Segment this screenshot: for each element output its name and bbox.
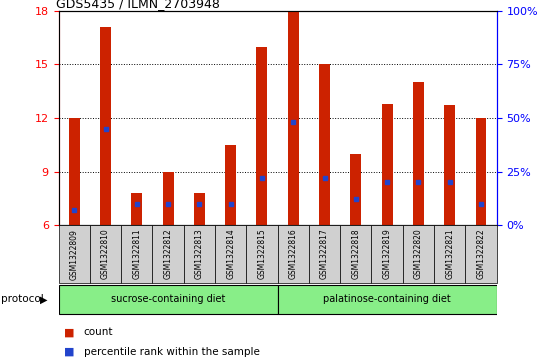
Bar — [162, 171, 174, 225]
FancyBboxPatch shape — [184, 225, 215, 283]
FancyBboxPatch shape — [403, 225, 434, 283]
Text: ■: ■ — [64, 347, 75, 357]
Text: GSM1322814: GSM1322814 — [226, 229, 235, 280]
Bar — [288, 11, 299, 225]
FancyBboxPatch shape — [121, 225, 152, 283]
Text: GSM1322821: GSM1322821 — [445, 229, 454, 280]
Bar — [257, 46, 267, 225]
Text: GSM1322811: GSM1322811 — [132, 229, 141, 280]
Text: GSM1322812: GSM1322812 — [163, 229, 172, 280]
Text: count: count — [84, 327, 113, 337]
Bar — [69, 118, 80, 225]
FancyBboxPatch shape — [59, 225, 90, 283]
Text: sucrose-containing diet: sucrose-containing diet — [111, 294, 225, 305]
FancyBboxPatch shape — [152, 225, 184, 283]
Bar — [100, 27, 111, 225]
FancyBboxPatch shape — [434, 225, 465, 283]
FancyBboxPatch shape — [372, 225, 403, 283]
FancyBboxPatch shape — [277, 225, 309, 283]
Bar — [194, 193, 205, 225]
Text: palatinose-containing diet: palatinose-containing diet — [323, 294, 451, 305]
Text: ▶: ▶ — [40, 294, 47, 305]
Text: GSM1322819: GSM1322819 — [383, 229, 392, 280]
Text: GSM1322809: GSM1322809 — [70, 229, 79, 280]
Text: GSM1322816: GSM1322816 — [288, 229, 298, 280]
Text: GSM1322820: GSM1322820 — [414, 229, 423, 280]
Bar — [382, 104, 393, 225]
Text: GSM1322810: GSM1322810 — [101, 229, 110, 280]
FancyBboxPatch shape — [340, 225, 372, 283]
FancyBboxPatch shape — [59, 285, 277, 314]
Text: GSM1322822: GSM1322822 — [477, 229, 485, 280]
Text: protocol: protocol — [1, 294, 44, 305]
Bar — [319, 65, 330, 225]
Bar — [444, 106, 455, 225]
FancyBboxPatch shape — [465, 225, 497, 283]
Bar — [413, 82, 424, 225]
Bar — [475, 118, 487, 225]
FancyBboxPatch shape — [90, 225, 121, 283]
Bar — [350, 154, 361, 225]
Text: GDS5435 / ILMN_2703948: GDS5435 / ILMN_2703948 — [56, 0, 220, 10]
Text: GSM1322817: GSM1322817 — [320, 229, 329, 280]
FancyBboxPatch shape — [309, 225, 340, 283]
FancyBboxPatch shape — [246, 225, 277, 283]
Text: GSM1322813: GSM1322813 — [195, 229, 204, 280]
FancyBboxPatch shape — [215, 225, 246, 283]
FancyBboxPatch shape — [277, 285, 497, 314]
Text: percentile rank within the sample: percentile rank within the sample — [84, 347, 259, 357]
Text: GSM1322815: GSM1322815 — [257, 229, 267, 280]
Bar — [225, 145, 236, 225]
Bar — [131, 193, 142, 225]
Text: GSM1322818: GSM1322818 — [352, 229, 360, 280]
Text: ■: ■ — [64, 327, 75, 337]
